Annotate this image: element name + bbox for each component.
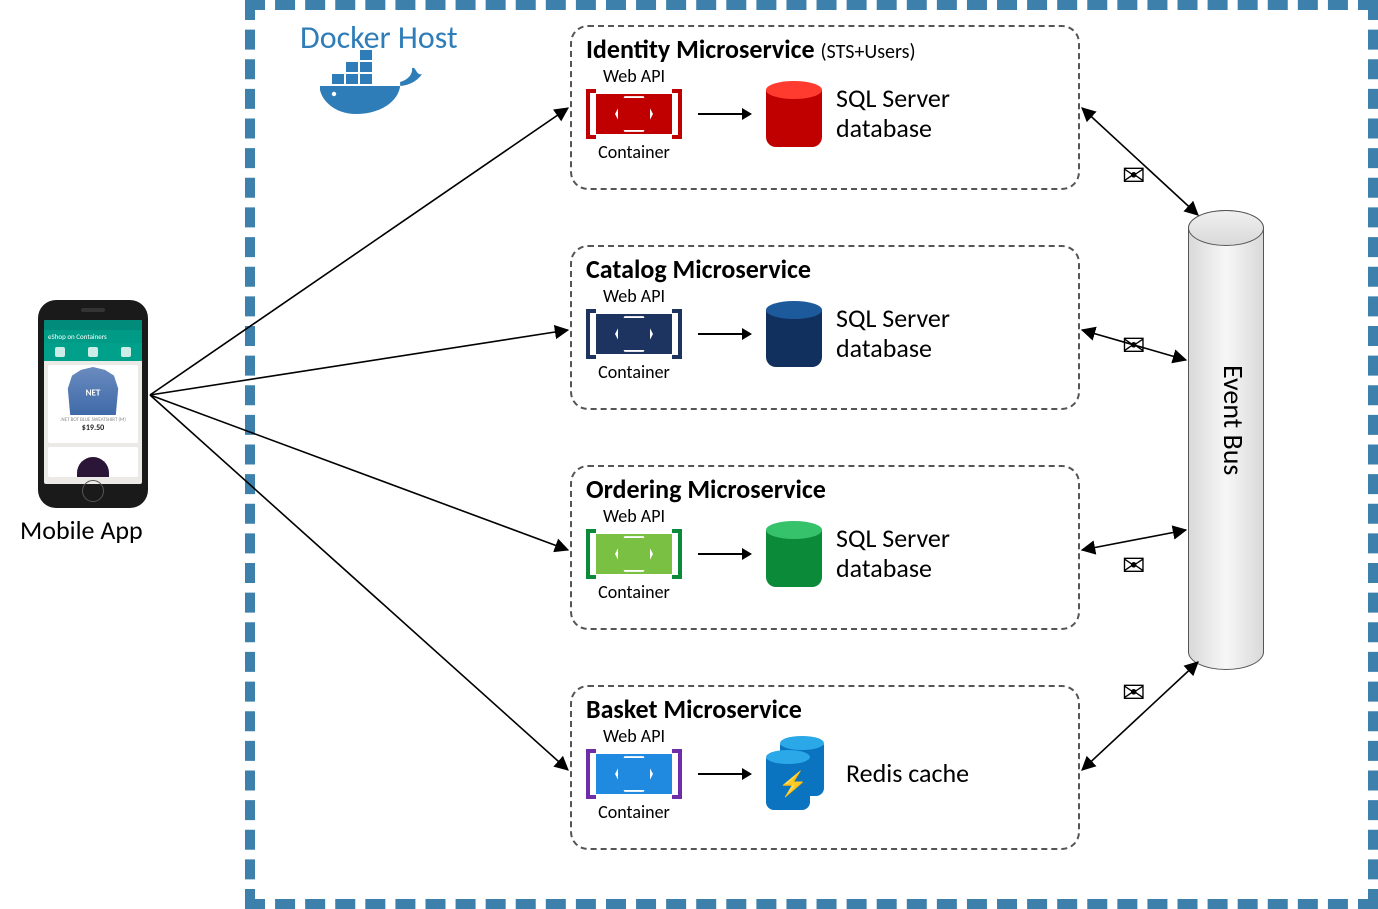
container-icon: Web API Container (586, 505, 682, 603)
mobile-app-label: Mobile App (20, 514, 143, 546)
microservice-title: Basket Microservice (586, 693, 1064, 725)
webapi-label: Web API (603, 65, 665, 87)
database-icon (766, 521, 822, 587)
microservice-identity: Identity Microservice (STS+Users)Web API… (570, 25, 1080, 190)
container-label: Container (598, 141, 670, 163)
envelope-icon: ✉ (1122, 158, 1145, 193)
container-icon: Web API Container (586, 285, 682, 383)
mobile-phone-icon: eShop on Containers .NET BOT BLUE SWEATS… (38, 300, 148, 508)
phone-header: eShop on Containers (44, 330, 142, 343)
arrow-icon (696, 544, 752, 564)
arrow-icon (696, 324, 752, 344)
microservice-basket: Basket Microservice Web API Container ⚡ Red… (570, 685, 1080, 850)
container-icon: Web API Container (586, 65, 682, 163)
event-bus-label: Event Bus (1216, 365, 1251, 475)
redis-cache-icon: ⚡ (766, 738, 832, 810)
lightning-icon: ⚡ (778, 770, 808, 799)
microservice-ordering: Ordering Microservice Web API Container SQ… (570, 465, 1080, 630)
database-icon (766, 81, 822, 147)
phone-product-price: $19.50 (82, 423, 104, 433)
webapi-label: Web API (603, 725, 665, 747)
microservice-catalog: Catalog Microservice Web API Container SQL… (570, 245, 1080, 410)
container-label: Container (598, 361, 670, 383)
arrow-icon (696, 764, 752, 784)
microservice-title: Ordering Microservice (586, 473, 1064, 505)
envelope-icon: ✉ (1122, 675, 1145, 710)
envelope-icon: ✉ (1122, 548, 1145, 583)
container-label: Container (598, 801, 670, 823)
microservice-title: Catalog Microservice (586, 253, 1064, 285)
database-label: SQL Serverdatabase (836, 84, 950, 144)
container-icon: Web API Container (586, 725, 682, 823)
container-label: Container (598, 581, 670, 603)
webapi-label: Web API (603, 285, 665, 307)
database-label: SQL Serverdatabase (836, 524, 950, 584)
database-label: Redis cache (846, 759, 969, 789)
database-icon (766, 301, 822, 367)
microservice-title: Identity Microservice (STS+Users) (586, 33, 1064, 65)
arrow-icon (696, 104, 752, 124)
docker-whale-icon (320, 50, 430, 135)
database-label: SQL Serverdatabase (836, 304, 950, 364)
webapi-label: Web API (603, 505, 665, 527)
envelope-icon: ✉ (1122, 328, 1145, 363)
